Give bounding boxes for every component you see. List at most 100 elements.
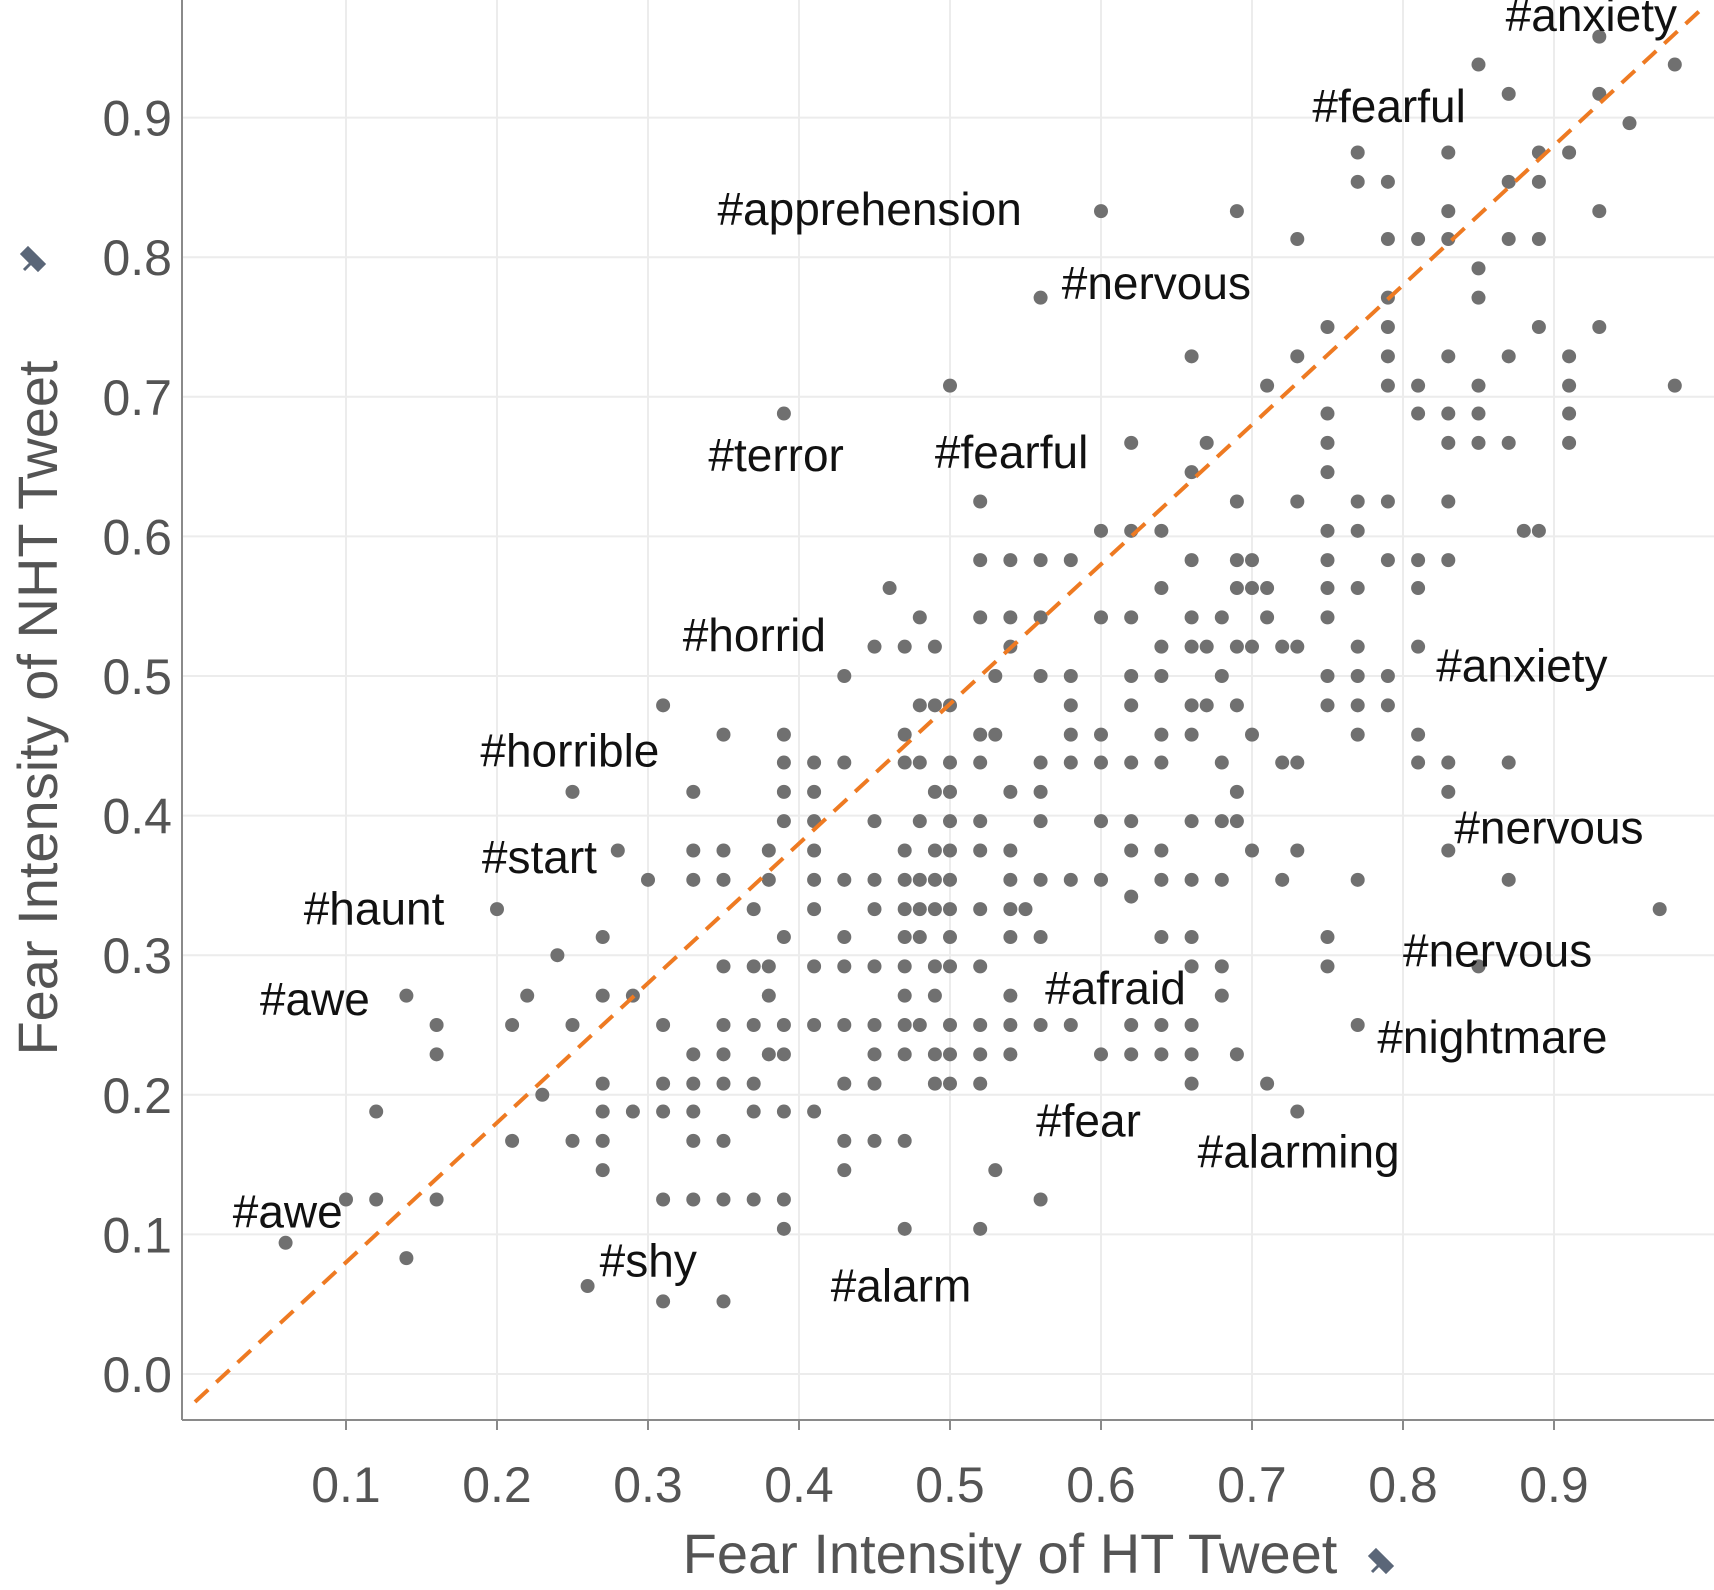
- data-point: [1033, 669, 1048, 683]
- data-point: [1154, 1047, 1169, 1062]
- data-point: [1592, 204, 1607, 219]
- annotation-label: #fear: [1036, 1095, 1141, 1147]
- data-point: [686, 872, 701, 887]
- data-point: [746, 959, 761, 974]
- data-point: [1184, 698, 1199, 713]
- annotation-label: #haunt: [304, 882, 445, 934]
- data-point: [505, 1133, 520, 1148]
- data-point: [1229, 494, 1244, 509]
- data-point: [429, 1047, 444, 1062]
- data-point: [1214, 814, 1229, 829]
- data-point: [686, 1047, 701, 1062]
- data-point: [973, 494, 988, 509]
- data-point: [867, 1133, 882, 1148]
- data-point: [1350, 1018, 1365, 1032]
- data-point: [1184, 553, 1199, 568]
- data-point: [927, 843, 942, 858]
- data-point: [1411, 727, 1426, 742]
- data-point: [1154, 669, 1169, 683]
- data-point: [837, 930, 852, 945]
- data-point: [1320, 435, 1335, 450]
- data-point: [716, 1018, 731, 1032]
- data-point: [686, 1133, 701, 1148]
- data-point: [1350, 494, 1365, 509]
- y-axis-ticks: 0.0 0.1 0.2 0.3 0.4 0.5 0.6 0.7 0.8 0.9 1.0: [102, 0, 172, 1403]
- data-point: [912, 610, 927, 625]
- diagonal-reference-line: [193, 4, 1707, 1404]
- data-point: [1320, 406, 1335, 421]
- data-point: [1184, 1076, 1199, 1091]
- data-point: [807, 902, 822, 917]
- data-point: [1320, 610, 1335, 625]
- data-point: [807, 755, 822, 770]
- data-point: [1003, 930, 1018, 945]
- data-point: [807, 784, 822, 799]
- data-point: [1260, 581, 1275, 596]
- pin-icon: [19, 245, 47, 273]
- data-point: [973, 1047, 988, 1062]
- data-point: [912, 902, 927, 917]
- data-point: [1124, 755, 1139, 770]
- data-point: [686, 1076, 701, 1091]
- data-point: [1441, 553, 1456, 568]
- data-point: [927, 902, 942, 917]
- data-point: [1411, 232, 1426, 247]
- data-point: [1184, 872, 1199, 887]
- data-point: [1063, 727, 1078, 742]
- data-point: [1199, 435, 1214, 450]
- data-point: [867, 1047, 882, 1062]
- data-point: [1184, 349, 1199, 364]
- data-point: [1562, 349, 1577, 364]
- data-point: [641, 872, 655, 887]
- data-point: [1229, 204, 1244, 219]
- y-tick-label: 0.0: [102, 1347, 172, 1403]
- data-point: [1592, 29, 1607, 44]
- data-point: [837, 959, 852, 974]
- data-point: [988, 669, 1003, 683]
- data-point: [973, 902, 988, 917]
- data-point: [867, 872, 882, 887]
- data-point: [1033, 930, 1048, 945]
- data-point: [1229, 698, 1244, 713]
- data-point: [1531, 523, 1546, 538]
- data-point: [988, 1163, 1003, 1178]
- data-point: [943, 872, 957, 887]
- data-point: [897, 1047, 912, 1062]
- data-point: [1184, 930, 1199, 945]
- data-point: [1320, 959, 1335, 974]
- data-point: [1380, 669, 1395, 683]
- data-point: [1441, 406, 1456, 421]
- data-point: [1441, 349, 1456, 364]
- data-point: [1154, 639, 1169, 654]
- data-point: [1350, 174, 1365, 189]
- data-point: [1003, 843, 1018, 858]
- data-point: [1562, 435, 1577, 450]
- data-point: [1245, 553, 1259, 568]
- data-point: [1667, 57, 1682, 72]
- x-tick-label: 0.3: [613, 1457, 683, 1513]
- annotations: #anxiety #fearful #apprehension #nervous #te…: [233, 0, 1677, 1311]
- data-point: [897, 843, 912, 858]
- data-point: [1003, 1018, 1018, 1032]
- data-point: [1063, 755, 1078, 770]
- data-point: [943, 1047, 957, 1062]
- y-tick-label: 0.7: [102, 370, 172, 426]
- data-point: [776, 930, 791, 945]
- data-point: [897, 902, 912, 917]
- data-point: [927, 1076, 942, 1091]
- data-point: [716, 959, 731, 974]
- data-point: [1441, 784, 1456, 799]
- data-point: [1411, 581, 1426, 596]
- data-point: [369, 1104, 384, 1119]
- y-tick-label: 1.0: [102, 0, 172, 7]
- data-point: [1290, 755, 1305, 770]
- data-point: [1350, 523, 1365, 538]
- data-point: [807, 872, 822, 887]
- data-point: [897, 755, 912, 770]
- data-point: [867, 1018, 882, 1032]
- data-point: [943, 930, 957, 945]
- data-point: [1501, 174, 1516, 189]
- data-point: [837, 755, 852, 770]
- data-point: [1033, 872, 1048, 887]
- data-point: [897, 872, 912, 887]
